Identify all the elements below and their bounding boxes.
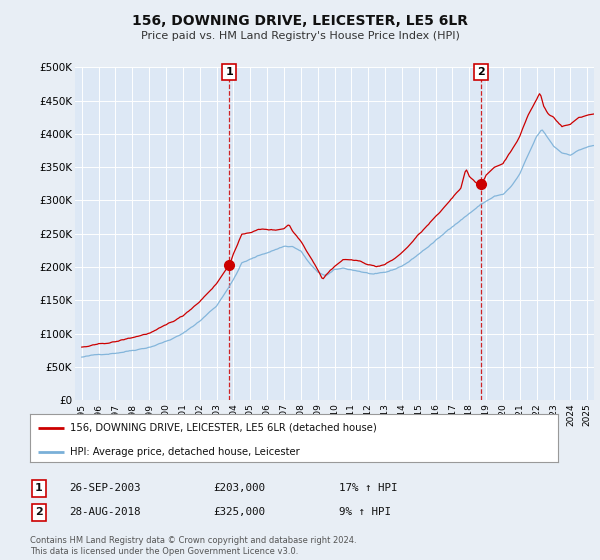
- Text: HPI: Average price, detached house, Leicester: HPI: Average price, detached house, Leic…: [70, 446, 299, 456]
- Text: 1: 1: [35, 483, 43, 493]
- Text: 9% ↑ HPI: 9% ↑ HPI: [339, 507, 391, 517]
- Text: 2: 2: [35, 507, 43, 517]
- Text: 26-SEP-2003: 26-SEP-2003: [69, 483, 140, 493]
- Text: 156, DOWNING DRIVE, LEICESTER, LE5 6LR (detached house): 156, DOWNING DRIVE, LEICESTER, LE5 6LR (…: [70, 423, 376, 433]
- Text: 28-AUG-2018: 28-AUG-2018: [69, 507, 140, 517]
- Text: £325,000: £325,000: [213, 507, 265, 517]
- Text: £203,000: £203,000: [213, 483, 265, 493]
- Text: Contains HM Land Registry data © Crown copyright and database right 2024.
This d: Contains HM Land Registry data © Crown c…: [30, 536, 356, 556]
- Text: 156, DOWNING DRIVE, LEICESTER, LE5 6LR: 156, DOWNING DRIVE, LEICESTER, LE5 6LR: [132, 14, 468, 28]
- Text: 1: 1: [226, 67, 233, 77]
- Text: 17% ↑ HPI: 17% ↑ HPI: [339, 483, 397, 493]
- Text: 2: 2: [477, 67, 484, 77]
- Text: Price paid vs. HM Land Registry's House Price Index (HPI): Price paid vs. HM Land Registry's House …: [140, 31, 460, 41]
